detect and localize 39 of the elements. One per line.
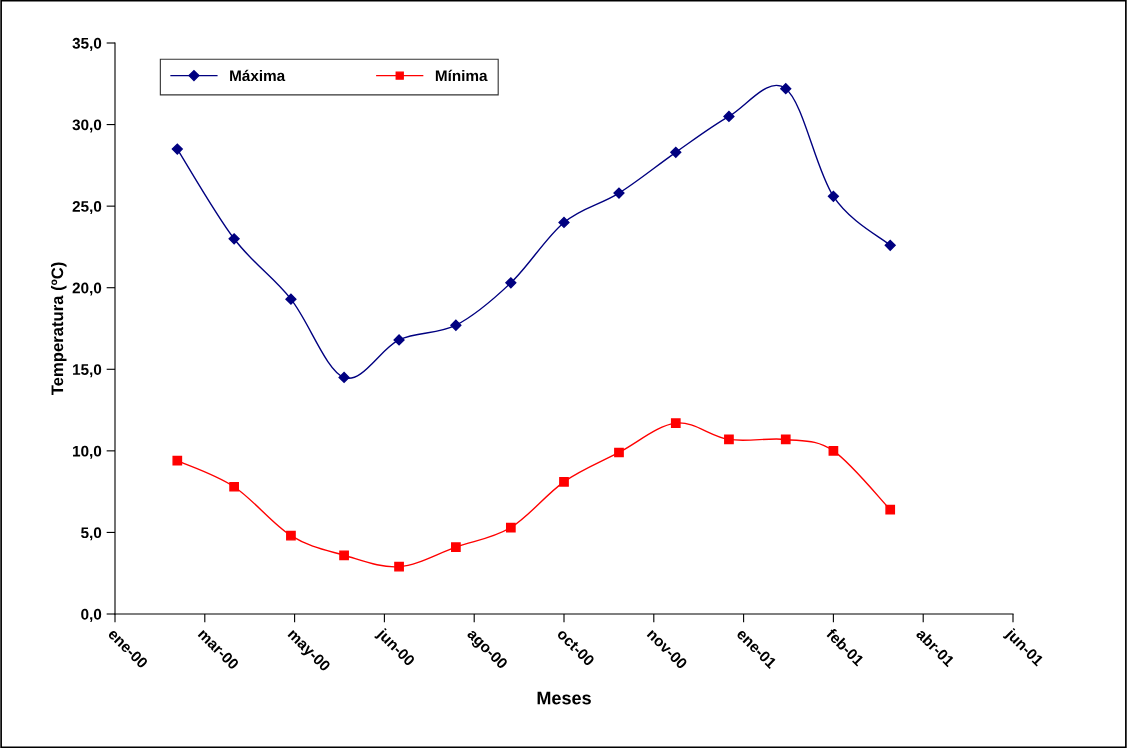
y-tick-label: 35,0	[72, 37, 102, 51]
y-tick-label: 10,0	[73, 445, 102, 459]
y-tick-label: 0,0	[81, 608, 102, 622]
point	[724, 434, 734, 445]
y-tick-label: 25,0	[72, 201, 102, 215]
point	[286, 530, 296, 541]
point	[558, 216, 570, 229]
point	[338, 371, 350, 384]
point	[228, 233, 240, 245]
point	[394, 561, 404, 572]
point	[614, 447, 624, 458]
y-tick-label: 30,0	[72, 119, 102, 133]
point	[828, 445, 839, 456]
point	[393, 334, 405, 346]
point	[723, 110, 735, 123]
point	[285, 293, 297, 305]
point	[884, 239, 896, 251]
y-tick-label: 20,0	[72, 282, 102, 296]
point	[505, 522, 516, 533]
point	[339, 550, 349, 561]
y-tick-label: 5,0	[81, 527, 102, 541]
point	[229, 481, 239, 492]
legend-label: Mínima	[435, 69, 488, 82]
legend-label: Máxima	[230, 69, 286, 82]
point	[171, 143, 183, 155]
point	[670, 418, 681, 428]
point	[451, 542, 461, 552]
y-tick-label: 15,0	[73, 364, 102, 378]
point	[780, 83, 792, 95]
point	[450, 319, 462, 331]
point	[670, 146, 682, 158]
x-axis-title: Meses	[537, 691, 591, 705]
point	[885, 504, 896, 515]
point	[780, 434, 791, 445]
point	[559, 476, 569, 487]
point	[172, 455, 183, 466]
point	[505, 277, 517, 289]
point	[827, 190, 840, 202]
y-axis-title: Temperatura (ºC)	[50, 262, 67, 396]
